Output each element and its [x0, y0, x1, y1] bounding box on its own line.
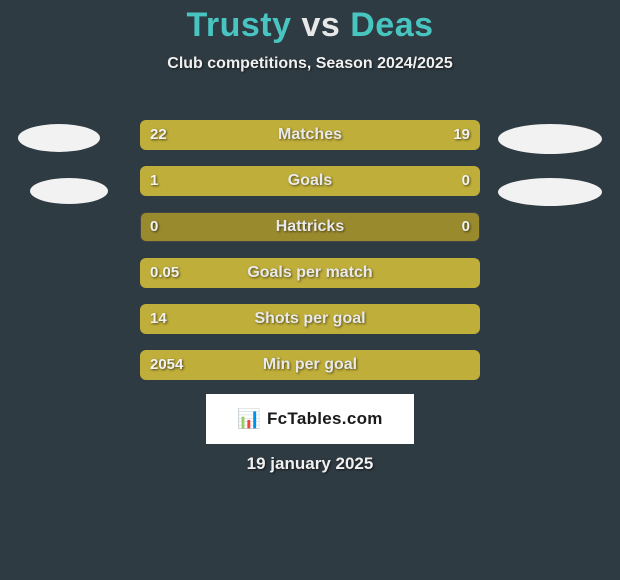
- stat-value-right: 0: [462, 212, 470, 242]
- logo-box: 📊 FcTables.com: [206, 394, 414, 444]
- stat-value-left: 2054: [150, 350, 183, 380]
- subtitle: Club competitions, Season 2024/2025: [0, 55, 620, 73]
- stat-fill-left: [140, 350, 480, 380]
- stat-row: 2219Matches: [0, 120, 620, 150]
- stat-track: [140, 212, 480, 242]
- stat-row: 14Shots per goal: [0, 304, 620, 334]
- stats-chart: 2219Matches10Goals00Hattricks0.05Goals p…: [0, 120, 620, 396]
- title-player1: Trusty: [186, 6, 291, 44]
- date-label: 19 january 2025: [0, 454, 620, 474]
- stat-row: 10Goals: [0, 166, 620, 196]
- stat-fill-left: [140, 304, 480, 334]
- logo-text: FcTables.com: [267, 409, 383, 429]
- page-title: Trusty vs Deas: [0, 0, 620, 45]
- stat-value-left: 1: [150, 166, 158, 196]
- stat-value-left: 14: [150, 304, 167, 334]
- stat-row: 00Hattricks: [0, 212, 620, 242]
- stat-value-left: 0: [150, 212, 158, 242]
- stat-value-left: 0.05: [150, 258, 179, 288]
- stat-row: 0.05Goals per match: [0, 258, 620, 288]
- stat-fill-left: [140, 258, 480, 288]
- title-vs: vs: [301, 6, 340, 44]
- stat-fill-left: [140, 120, 324, 150]
- chart-icon: 📊: [237, 410, 261, 429]
- stat-value-left: 22: [150, 120, 167, 150]
- stat-value-right: 0: [462, 166, 470, 196]
- comparison-canvas: Trusty vs Deas Club competitions, Season…: [0, 0, 620, 580]
- stat-value-right: 19: [453, 120, 470, 150]
- stat-fill-left: [140, 166, 398, 196]
- stat-row: 2054Min per goal: [0, 350, 620, 380]
- title-player2: Deas: [350, 6, 433, 44]
